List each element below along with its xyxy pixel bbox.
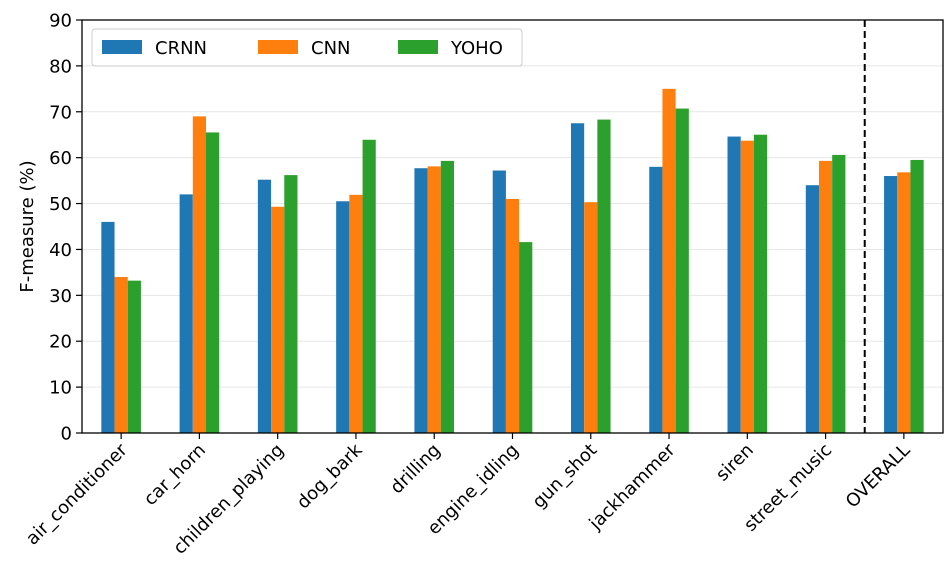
y-tick-label: 10 [49, 378, 72, 399]
bar [284, 175, 298, 434]
x-tick-label: OVERALL [842, 440, 915, 513]
plot-frame [81, 19, 944, 434]
bar [584, 202, 598, 433]
legend-label: CRNN [155, 38, 207, 59]
bar [897, 172, 911, 433]
bar [492, 170, 506, 433]
y-tick-label: 60 [49, 148, 72, 169]
bar [179, 194, 193, 433]
legend-label: YOHO [450, 38, 503, 59]
bar [727, 136, 741, 433]
legend-swatch [258, 40, 298, 54]
y-tick-label: 40 [49, 240, 72, 261]
bar [114, 276, 128, 433]
bar [519, 242, 533, 433]
x-tick-label: dog_bark [293, 439, 367, 513]
y-tick-label: 90 [49, 11, 72, 32]
legend-swatch [102, 40, 142, 54]
legend: CRNN CNN YOHO [91, 28, 523, 67]
bar [271, 206, 285, 433]
bar [884, 176, 898, 433]
bar [192, 116, 207, 433]
y-tick-label: 30 [49, 286, 72, 307]
bar [414, 168, 428, 433]
x-tick-label: drilling [386, 440, 444, 498]
bar [597, 119, 611, 433]
x-tick-label: air_conditioner [22, 439, 132, 549]
y-tick-label: 80 [49, 56, 72, 77]
bar [910, 159, 924, 433]
legend-swatch [398, 40, 438, 54]
bar [675, 108, 689, 433]
bar [257, 179, 272, 433]
y-tick-label: 50 [49, 194, 72, 215]
bar [440, 160, 455, 433]
bar [805, 185, 819, 433]
x-tick-label: siren [712, 440, 758, 486]
bar [127, 280, 141, 433]
bar [505, 198, 520, 433]
bar [818, 160, 833, 433]
bar [753, 134, 768, 433]
bar [740, 140, 754, 433]
bar [832, 154, 846, 433]
bar [362, 139, 376, 433]
y-tick-label: 20 [49, 332, 72, 353]
legend-label: CNN [311, 38, 351, 59]
bar [570, 123, 585, 433]
y-axis-ticks: 0 10 20 30 40 50 60 70 80 90 [49, 11, 82, 445]
bars [101, 88, 924, 434]
x-tick-label: gun_shot [528, 440, 601, 513]
y-tick-label: 0 [61, 424, 72, 445]
y-tick-label: 70 [49, 102, 72, 123]
bar [206, 132, 220, 433]
x-tick-label: car_horn [140, 440, 210, 510]
bar [427, 166, 441, 433]
bar [101, 221, 115, 433]
bar [649, 166, 663, 433]
bar [662, 88, 676, 433]
bar [336, 201, 350, 433]
legend-box [91, 28, 523, 67]
y-axis-label: F-measure (%) [17, 160, 38, 292]
bar [349, 194, 363, 433]
